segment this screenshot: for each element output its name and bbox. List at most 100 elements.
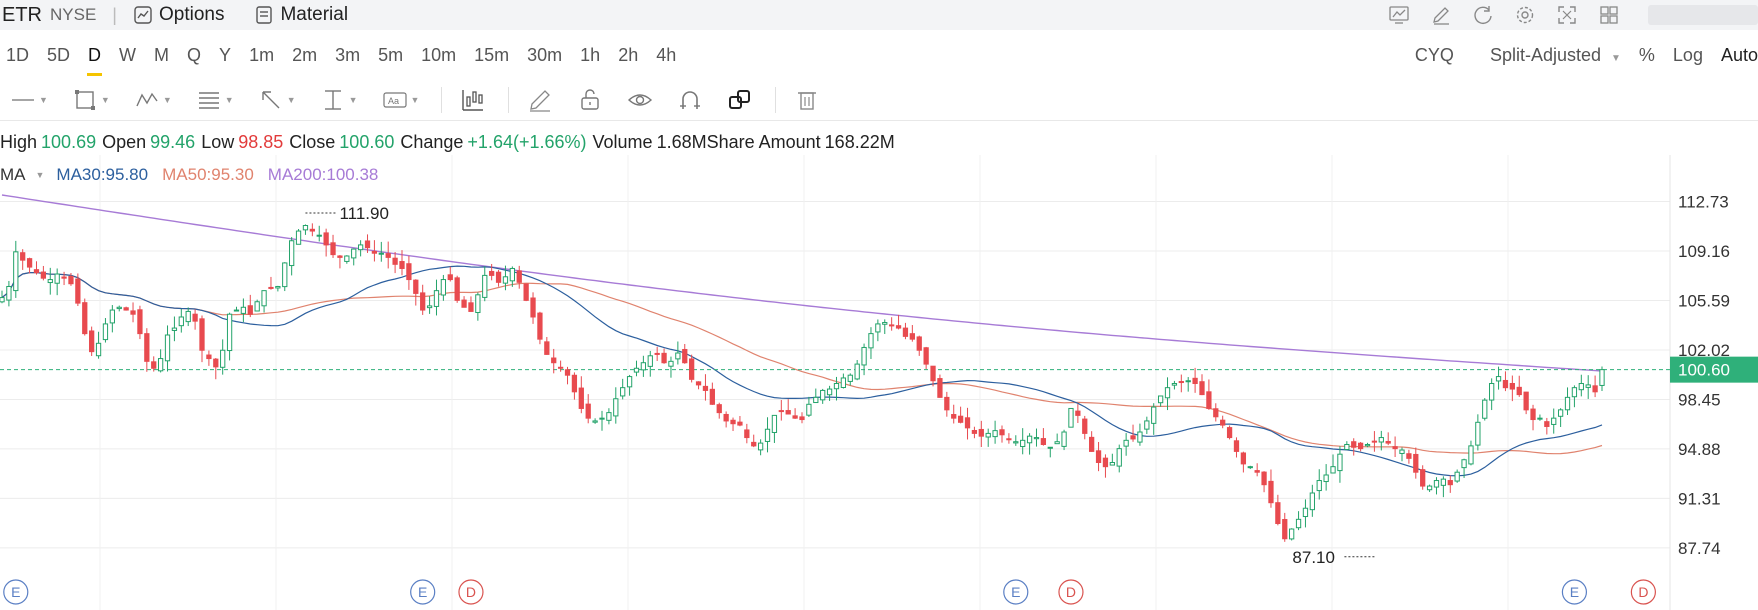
ma-indicator-label[interactable]: MA	[0, 165, 26, 184]
period-y[interactable]: Y	[219, 44, 232, 65]
period-m[interactable]: M	[154, 44, 170, 65]
period-w[interactable]: W	[119, 44, 137, 65]
period-2h[interactable]: 2h	[618, 44, 639, 65]
candle-up	[261, 290, 267, 307]
candle-down	[964, 417, 971, 429]
period-30m[interactable]: 30m	[527, 44, 563, 65]
candle-down	[40, 271, 47, 279]
period-3m[interactable]: 3m	[335, 44, 361, 65]
period-q[interactable]: Q	[187, 44, 202, 65]
candle-up	[592, 420, 598, 423]
arrow-tool-icon[interactable]: ▼	[258, 87, 296, 113]
material-icon	[256, 6, 273, 24]
candle-up	[1151, 406, 1157, 424]
measure-tool-icon[interactable]: ▼	[324, 90, 358, 110]
period-2m[interactable]: 2m	[292, 44, 318, 65]
candle-down	[447, 274, 453, 281]
candle-up	[6, 285, 12, 301]
candle-down	[895, 325, 902, 329]
fullscreen-icon[interactable]	[1554, 2, 1580, 28]
period-5d[interactable]: 5D	[47, 44, 71, 65]
candle-up	[316, 234, 322, 237]
auto-button[interactable]: Auto	[1720, 44, 1758, 65]
copy-icon[interactable]	[727, 87, 753, 113]
candle-down	[247, 305, 253, 315]
log-button[interactable]: Log	[1672, 44, 1703, 65]
candle-down	[399, 261, 405, 269]
candle-up	[509, 267, 515, 282]
candle-up	[1426, 485, 1433, 491]
candle-down	[737, 421, 743, 426]
candle-down	[951, 414, 957, 419]
pencil-icon[interactable]	[527, 87, 553, 113]
trash-icon[interactable]	[794, 87, 820, 113]
eye-icon[interactable]	[627, 87, 653, 113]
percent-button[interactable]: %	[1638, 44, 1655, 65]
period-15m[interactable]: 15m	[474, 44, 510, 65]
candle-down	[744, 429, 750, 439]
earnings-marker	[1561, 579, 1588, 605]
candle-up	[868, 333, 874, 349]
chart-options: CYQ Split-Adjusted ▼ % Log Auto	[1397, 30, 1758, 80]
draw-icon[interactable]	[1428, 2, 1454, 28]
price-chart[interactable]: 112.73 109.16 105.59 102.02 98.45 94.88 91.31 8…	[0, 155, 1758, 610]
candle-up	[613, 398, 619, 417]
exchange-label: NYSE	[50, 5, 97, 24]
candle-down	[1592, 385, 1598, 393]
candle-up	[806, 403, 812, 416]
candle-up	[647, 355, 653, 367]
layout-grid-icon[interactable]	[1596, 2, 1622, 28]
candle-down	[923, 347, 929, 365]
candle-down	[1213, 408, 1219, 418]
line-tool-icon[interactable]: ▼	[12, 95, 48, 105]
period-5m[interactable]: 5m	[378, 44, 404, 65]
candle-up	[1364, 443, 1371, 447]
earnings-marker-label: E	[1570, 584, 1579, 600]
chevron-down-icon[interactable]: ▼	[35, 170, 45, 180]
indicator-tool-icon[interactable]	[460, 87, 486, 113]
options-icon	[134, 6, 152, 24]
cyq-button[interactable]: CYQ	[1414, 44, 1454, 65]
candle-up	[985, 432, 991, 438]
candle-up	[302, 225, 309, 231]
candle-down	[930, 365, 936, 382]
candle-up	[757, 442, 764, 451]
period-1m[interactable]: 1m	[249, 44, 275, 65]
change-label: Change	[400, 131, 464, 152]
candle-down	[1268, 480, 1274, 504]
candle-down	[199, 318, 205, 351]
candle-down	[330, 242, 336, 256]
magnet-icon[interactable]	[677, 87, 703, 113]
adjust-dropdown[interactable]: Split-Adjusted ▼	[1472, 45, 1621, 66]
refresh-icon[interactable]	[1470, 2, 1496, 28]
candle-up	[440, 279, 447, 296]
options-button[interactable]: Options	[133, 4, 224, 26]
candle-down	[978, 428, 984, 437]
period-d[interactable]: D	[87, 44, 103, 76]
lock-icon[interactable]	[577, 87, 603, 113]
material-button[interactable]: Material	[254, 4, 348, 26]
period-1d[interactable]: 1D	[6, 44, 30, 65]
dividend-marker-label: D	[1066, 584, 1076, 600]
candle-down	[413, 279, 419, 294]
candle-up	[1054, 441, 1060, 445]
chart-template-icon[interactable]	[1386, 2, 1412, 28]
candle-up	[1116, 448, 1122, 467]
candle-down	[61, 276, 67, 279]
candle-up	[1495, 376, 1502, 382]
ohlc-info: High 100.69 Open 99.46 Low 98.85 Close 100.6…	[0, 131, 895, 153]
candle-down	[130, 310, 136, 315]
y-axis-label: 102.02	[1678, 341, 1730, 360]
amount-value: 168.22M	[824, 131, 895, 152]
period-1h[interactable]: 1h	[580, 44, 601, 65]
candle-down	[1130, 435, 1136, 440]
pattern-tool-icon[interactable]: ▼	[134, 87, 172, 113]
text-tool-icon[interactable]: Aa ▼	[382, 87, 419, 113]
candle-up	[633, 367, 640, 373]
period-4h[interactable]: 4h	[656, 44, 677, 65]
rectangle-tool-icon[interactable]: ▼	[72, 87, 110, 113]
fib-tool-icon[interactable]: ▼	[198, 92, 234, 109]
period-10m[interactable]: 10m	[421, 44, 457, 65]
settings-icon[interactable]	[1512, 2, 1538, 28]
dividend-marker	[1058, 579, 1084, 605]
